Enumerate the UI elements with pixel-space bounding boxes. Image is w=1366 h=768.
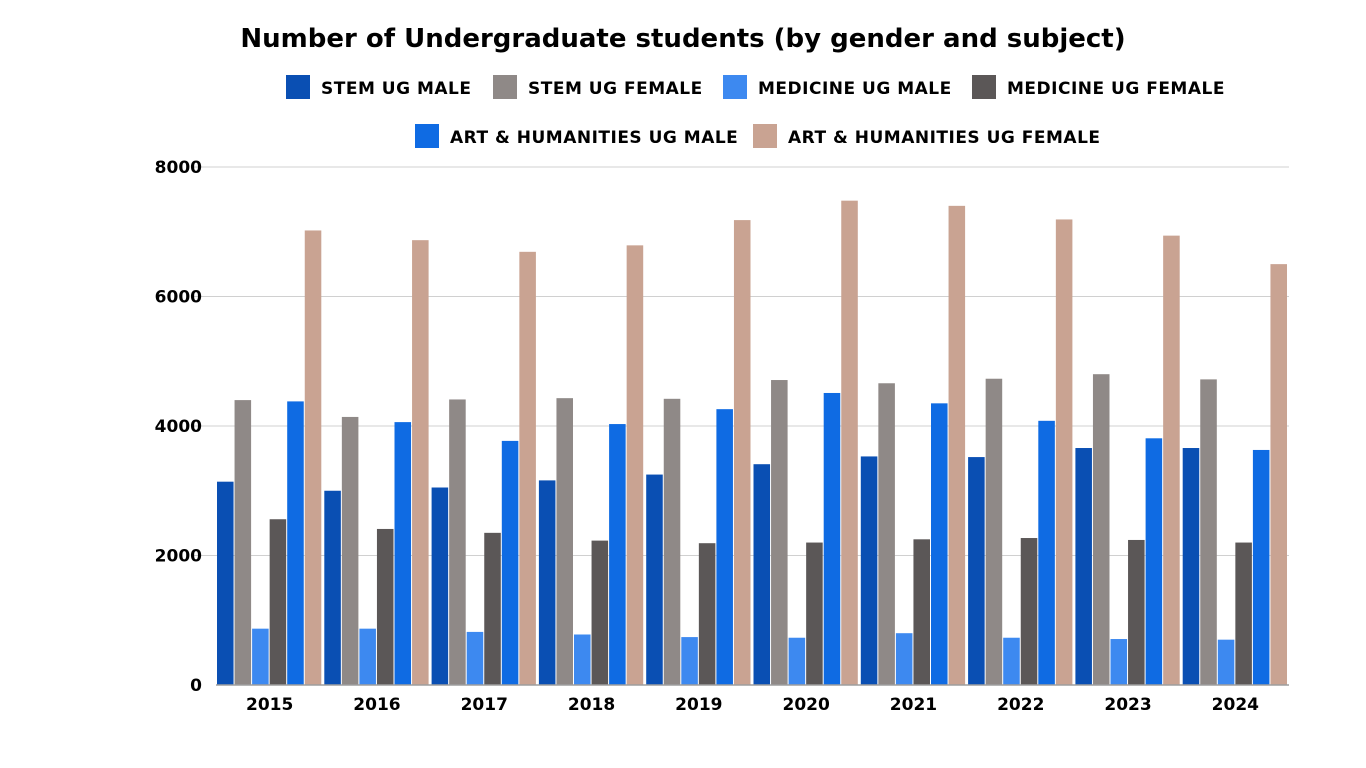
x-tick-label: 2016 bbox=[353, 695, 400, 715]
bar-art-humanities-ug-male-2024 bbox=[1252, 449, 1270, 685]
bar-art-humanities-ug-male-2020 bbox=[823, 392, 841, 685]
y-axis: 0 2000 4000 6000 8000 bbox=[155, 158, 202, 696]
bar-art-humanities-ug-female-2024 bbox=[1270, 264, 1287, 685]
legend-swatch bbox=[723, 75, 747, 99]
bar-stem-ug-male-2018 bbox=[538, 480, 556, 685]
bar-stem-ug-female-2022 bbox=[985, 378, 1003, 685]
x-tick-label: 2017 bbox=[461, 695, 508, 715]
bar-stem-ug-male-2022 bbox=[968, 457, 985, 685]
y-tick-label: 6000 bbox=[155, 288, 202, 308]
bars bbox=[217, 200, 1287, 686]
legend-item: STEM UG MALE bbox=[286, 75, 471, 99]
bar-art-humanities-ug-male-2021 bbox=[931, 403, 948, 685]
bar-stem-ug-male-2020 bbox=[753, 464, 771, 685]
legend: STEM UG MALE STEM UG FEMALE MEDICINE UG MA… bbox=[286, 75, 1225, 148]
bar-medicine-ug-male-2019 bbox=[681, 637, 698, 685]
legend-swatch bbox=[415, 124, 439, 148]
bar-art-humanities-ug-female-2017 bbox=[519, 251, 536, 685]
bar-stem-ug-male-2015 bbox=[217, 481, 234, 685]
y-tick-label: 2000 bbox=[155, 547, 202, 567]
bar-medicine-ug-female-2020 bbox=[806, 542, 823, 685]
bar-medicine-ug-female-2016 bbox=[376, 528, 394, 685]
bar-medicine-ug-male-2023 bbox=[1110, 639, 1128, 685]
bar-stem-ug-female-2024 bbox=[1200, 379, 1217, 685]
legend-swatch bbox=[493, 75, 517, 99]
bar-stem-ug-male-2023 bbox=[1075, 448, 1092, 685]
bar-stem-ug-male-2017 bbox=[431, 487, 449, 685]
bar-medicine-ug-female-2017 bbox=[484, 532, 501, 685]
bar-art-humanities-ug-female-2021 bbox=[948, 205, 966, 685]
legend-label: ART & HUMANITIES UG FEMALE bbox=[788, 128, 1101, 148]
y-tick-label: 4000 bbox=[155, 417, 202, 437]
bar-medicine-ug-female-2015 bbox=[269, 519, 287, 685]
legend-item: STEM UG FEMALE bbox=[493, 75, 703, 99]
bar-medicine-ug-female-2023 bbox=[1128, 539, 1145, 685]
bar-medicine-ug-female-2019 bbox=[698, 543, 716, 685]
bar-medicine-ug-male-2021 bbox=[895, 633, 913, 685]
legend-item: ART & HUMANITIES UG MALE bbox=[415, 124, 738, 148]
x-tick-label: 2015 bbox=[246, 695, 293, 715]
legend-label: MEDICINE UG FEMALE bbox=[1007, 79, 1225, 99]
bar-stem-ug-male-2019 bbox=[646, 474, 663, 685]
bar-medicine-ug-female-2018 bbox=[591, 540, 609, 685]
x-tick-label: 2024 bbox=[1212, 695, 1259, 715]
bar-art-humanities-ug-male-2018 bbox=[609, 424, 626, 685]
bar-medicine-ug-male-2015 bbox=[252, 628, 269, 685]
bar-medicine-ug-female-2021 bbox=[913, 539, 930, 685]
legend-label: STEM UG FEMALE bbox=[528, 79, 703, 99]
chart-title: Number of Undergraduate students (by gen… bbox=[240, 24, 1125, 54]
bar-stem-ug-male-2024 bbox=[1182, 448, 1200, 685]
legend-item: MEDICINE UG FEMALE bbox=[972, 75, 1225, 99]
x-axis: 2015 2016 2017 2018 2019 2020 2021 2022 2023 2024 bbox=[216, 684, 1289, 715]
bar-art-humanities-ug-male-2019 bbox=[716, 409, 733, 685]
x-tick-label: 2020 bbox=[782, 695, 829, 715]
legend-item: ART & HUMANITIES UG FEMALE bbox=[753, 124, 1101, 148]
bar-medicine-ug-male-2022 bbox=[1003, 637, 1020, 685]
bar-art-humanities-ug-female-2020 bbox=[841, 200, 858, 686]
x-tick-label: 2018 bbox=[568, 695, 615, 715]
bar-stem-ug-female-2018 bbox=[556, 398, 573, 685]
bar-stem-ug-female-2020 bbox=[771, 380, 788, 685]
bar-art-humanities-ug-female-2016 bbox=[412, 240, 429, 686]
bar-art-humanities-ug-female-2019 bbox=[733, 220, 751, 685]
bar-art-humanities-ug-female-2023 bbox=[1163, 235, 1180, 685]
bar-stem-ug-male-2021 bbox=[860, 456, 878, 685]
bar-art-humanities-ug-male-2023 bbox=[1145, 438, 1163, 685]
legend-label: STEM UG MALE bbox=[321, 79, 471, 99]
bar-stem-ug-female-2016 bbox=[341, 416, 359, 685]
bar-stem-ug-female-2021 bbox=[878, 383, 895, 685]
bar-art-humanities-ug-male-2016 bbox=[394, 422, 412, 685]
bar-art-humanities-ug-female-2022 bbox=[1055, 219, 1073, 685]
x-tick-label: 2022 bbox=[997, 695, 1044, 715]
legend-item: MEDICINE UG MALE bbox=[723, 75, 952, 99]
bar-art-humanities-ug-female-2018 bbox=[626, 245, 644, 685]
bar-art-humanities-ug-male-2015 bbox=[287, 401, 304, 685]
x-tick-label: 2023 bbox=[1104, 695, 1151, 715]
bar-stem-ug-male-2016 bbox=[324, 490, 341, 685]
x-tick-label: 2019 bbox=[675, 695, 722, 715]
bar-medicine-ug-male-2024 bbox=[1217, 639, 1235, 685]
legend-label: ART & HUMANITIES UG MALE bbox=[450, 128, 738, 148]
bar-medicine-ug-male-2018 bbox=[574, 634, 591, 685]
bar-medicine-ug-female-2024 bbox=[1235, 542, 1252, 685]
bar-art-humanities-ug-female-2015 bbox=[304, 230, 322, 685]
legend-swatch bbox=[286, 75, 310, 99]
y-tick-label: 0 bbox=[190, 676, 202, 696]
bar-medicine-ug-male-2016 bbox=[359, 628, 376, 685]
legend-swatch bbox=[972, 75, 996, 99]
y-tick-label: 8000 bbox=[155, 158, 202, 178]
bar-stem-ug-female-2015 bbox=[234, 400, 252, 685]
bar-art-humanities-ug-male-2022 bbox=[1038, 420, 1055, 685]
x-tick-label: 2021 bbox=[890, 695, 937, 715]
bar-art-humanities-ug-male-2017 bbox=[501, 440, 519, 685]
bar-medicine-ug-female-2022 bbox=[1020, 538, 1038, 685]
bar-medicine-ug-male-2020 bbox=[788, 637, 806, 685]
bar-stem-ug-female-2023 bbox=[1092, 374, 1110, 685]
bar-medicine-ug-male-2017 bbox=[466, 631, 484, 685]
legend-swatch bbox=[753, 124, 777, 148]
bar-stem-ug-female-2019 bbox=[663, 398, 681, 685]
legend-label: MEDICINE UG MALE bbox=[758, 79, 952, 99]
bar-stem-ug-female-2017 bbox=[449, 399, 466, 685]
